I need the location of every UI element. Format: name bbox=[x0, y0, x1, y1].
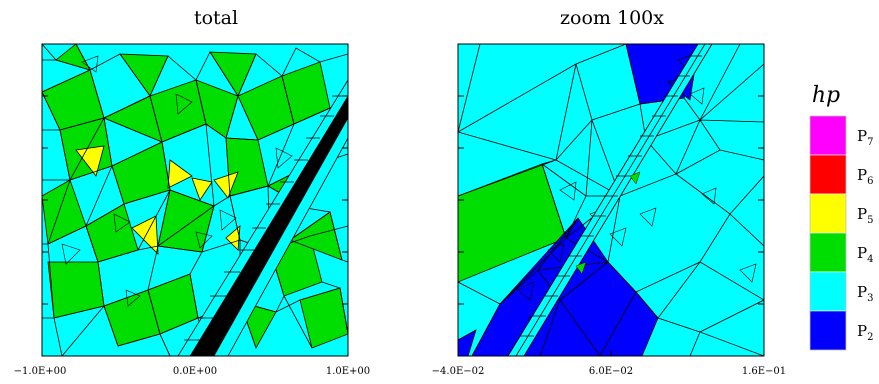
legend-label: P5 bbox=[857, 205, 873, 226]
x-tick-label: 0.0E+00 bbox=[173, 366, 217, 377]
x-tick-label: −4.0E−02 bbox=[432, 366, 485, 377]
axis-ticks-zoom bbox=[457, 95, 765, 356]
panel-title-zoom: zoom 100x bbox=[560, 7, 664, 29]
legend-items: P7 P6 P5 P4 P3 P2 bbox=[809, 115, 873, 351]
legend-swatch bbox=[809, 310, 847, 351]
refinement-band-total bbox=[177, 79, 348, 356]
hp-legend: hp P7 P6 P5 P4 P3 P2 bbox=[809, 83, 873, 351]
panel-title-total: total bbox=[194, 7, 238, 29]
x-tick-label: 6.0E−02 bbox=[589, 366, 633, 377]
legend-label: P6 bbox=[857, 166, 873, 187]
legend-label: P3 bbox=[857, 283, 873, 304]
legend-label: P4 bbox=[857, 244, 873, 265]
legend-title: hp bbox=[812, 83, 840, 108]
x-tick-label: −1.0E+00 bbox=[14, 366, 67, 377]
legend-frame bbox=[809, 115, 847, 351]
legend-swatch bbox=[809, 271, 847, 312]
legend-label: P7 bbox=[857, 127, 873, 148]
mesh-panel-zoom bbox=[457, 43, 765, 357]
x-tick-label: 1.6E−01 bbox=[742, 366, 786, 377]
legend-swatch bbox=[809, 232, 847, 273]
legend-swatch bbox=[809, 193, 847, 234]
p5-elements-total bbox=[75, 145, 241, 256]
refinement-band-zoom bbox=[507, 44, 713, 356]
refinement-details-zoom bbox=[517, 53, 757, 331]
x-tick-label: 1.0E+00 bbox=[326, 366, 370, 377]
mesh-panel-total bbox=[41, 43, 349, 357]
refinement-details-total bbox=[61, 55, 293, 307]
legend-label: P2 bbox=[857, 322, 873, 343]
legend-swatch bbox=[809, 115, 847, 156]
axis-ticks-total bbox=[41, 95, 349, 356]
legend-swatch bbox=[809, 154, 847, 195]
